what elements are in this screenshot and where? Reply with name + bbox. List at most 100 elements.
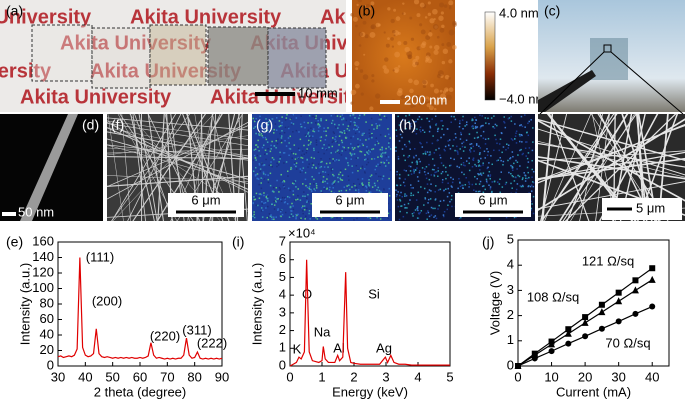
pixel	[357, 138, 359, 140]
pixel	[478, 165, 480, 167]
pixel	[421, 146, 424, 148]
speck	[403, 40, 408, 45]
pixel	[413, 172, 415, 174]
pixel	[456, 145, 458, 148]
pixel	[339, 115, 342, 118]
pixel	[337, 181, 340, 183]
pixel	[276, 198, 278, 200]
pixel	[501, 186, 504, 188]
speck	[391, 45, 395, 48]
pixel	[291, 123, 293, 126]
pixel	[371, 158, 373, 160]
pixel	[262, 209, 264, 212]
pixel	[290, 210, 292, 212]
pixel	[381, 178, 384, 180]
pixel	[387, 212, 390, 215]
pixel	[464, 125, 466, 127]
pixel	[476, 177, 478, 180]
speck	[358, 44, 362, 47]
pixel	[315, 141, 318, 144]
pixel	[312, 128, 315, 130]
speck	[362, 20, 367, 25]
pixel	[365, 139, 367, 141]
pixel	[306, 148, 308, 150]
pixel	[252, 215, 254, 218]
pixel	[369, 175, 372, 178]
pixel	[257, 127, 259, 130]
pixel	[305, 135, 308, 137]
pixel	[260, 187, 263, 190]
pixel	[416, 206, 419, 208]
pixel	[289, 189, 291, 192]
pixel	[428, 120, 431, 123]
pixel	[437, 127, 440, 130]
pixel	[372, 148, 375, 150]
pixel	[339, 177, 341, 180]
fiber	[538, 151, 685, 180]
pixel	[483, 150, 486, 153]
pixel	[352, 114, 355, 116]
x-axis-title: 2 theta (degree)	[94, 384, 187, 399]
pixel	[342, 118, 345, 120]
pixel	[479, 152, 481, 154]
pixel	[278, 186, 281, 189]
pixel	[379, 116, 382, 119]
pixel	[258, 150, 260, 152]
pixel	[518, 175, 521, 178]
pixel	[398, 173, 401, 176]
pixel	[273, 200, 275, 203]
pixel	[292, 208, 295, 211]
panel-label: (e)	[6, 234, 23, 250]
pixel	[355, 157, 358, 159]
pixel	[262, 171, 265, 173]
pixel	[255, 132, 257, 135]
pixel	[252, 202, 255, 205]
pixel	[402, 181, 405, 184]
pixel	[509, 157, 512, 159]
pixel	[528, 120, 531, 123]
pixel	[400, 205, 402, 207]
pixel	[417, 212, 420, 214]
pixel	[277, 198, 279, 200]
pixel	[260, 207, 263, 209]
pixel	[324, 171, 327, 174]
pixel	[377, 180, 379, 182]
pixel	[406, 207, 408, 209]
pixel	[275, 186, 278, 189]
pixel	[261, 162, 263, 164]
pixel	[489, 177, 492, 180]
pixel	[371, 124, 373, 126]
y-tick-label: 140	[32, 249, 54, 264]
speck	[382, 65, 387, 70]
pixel	[487, 174, 490, 177]
pixel	[514, 138, 516, 140]
pixel	[501, 151, 503, 154]
pixel	[364, 154, 366, 156]
pixel	[459, 185, 462, 188]
pixel	[307, 200, 310, 203]
pixel	[478, 183, 481, 185]
pixel	[299, 138, 302, 141]
pixel	[377, 186, 379, 189]
speck	[433, 99, 440, 106]
pixel	[363, 168, 366, 170]
pixel	[519, 149, 521, 152]
pixel	[289, 148, 292, 150]
pixel	[333, 132, 335, 135]
pixel	[307, 129, 310, 131]
pixel	[315, 166, 317, 168]
pixel	[278, 198, 281, 201]
pixel	[450, 157, 452, 159]
colorbar-max: 4.0 nm	[499, 5, 539, 20]
pixel	[275, 117, 278, 119]
pixel	[396, 190, 399, 193]
pixel	[422, 129, 424, 131]
pixel	[266, 129, 269, 132]
pixel	[260, 125, 263, 127]
pixel	[363, 216, 365, 219]
pixel	[352, 148, 355, 151]
fiber	[107, 125, 248, 188]
pixel	[266, 141, 269, 143]
pixel	[434, 171, 436, 174]
pixel	[492, 125, 494, 128]
